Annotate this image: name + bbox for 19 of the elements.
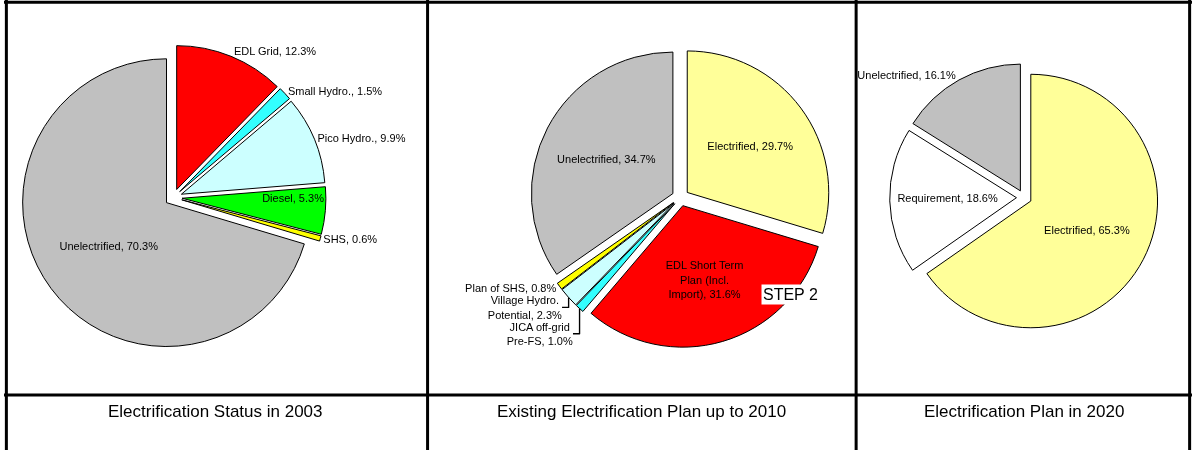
slice-label: EDL Grid, 12.3%: [233, 45, 317, 58]
text: Existing Electrification Plan up to 2010: [497, 402, 787, 421]
slice-label: JICA off-grid Pre-FS, 1.0%: [506, 320, 573, 347]
slice-label: Unelectrified, 70.3%: [59, 239, 159, 252]
slice-label: Electrified, 65.3%: [1044, 224, 1130, 237]
slice-label: Unelectrified, 34.7%: [557, 152, 656, 165]
slice-label: Requirement, 18.6%: [897, 191, 998, 204]
text: STEP 2: [763, 286, 818, 303]
slice-label: Plan of SHS, 0.8%: [465, 282, 557, 295]
slice-label: Pico Hydro., 9.9%: [317, 132, 406, 145]
slice-label: Village Hydro. Potential, 2.3%: [487, 294, 563, 321]
slice-label: Small Hydro., 1.5%: [288, 84, 383, 97]
slice-label: SHS, 0.6%: [323, 232, 378, 245]
text: Electrification Plan in 2020: [924, 402, 1125, 421]
slice-label: Electrified, 29.7%: [707, 139, 794, 152]
slice-label: Diesel, 5.3%: [262, 192, 325, 205]
slice-label: EDL Short Term Plan (Incl. Import), 31.6%: [665, 259, 744, 300]
slice-label: Unelectrified, 16.1%: [857, 69, 956, 82]
text: Electrification Status in 2003: [108, 402, 323, 421]
